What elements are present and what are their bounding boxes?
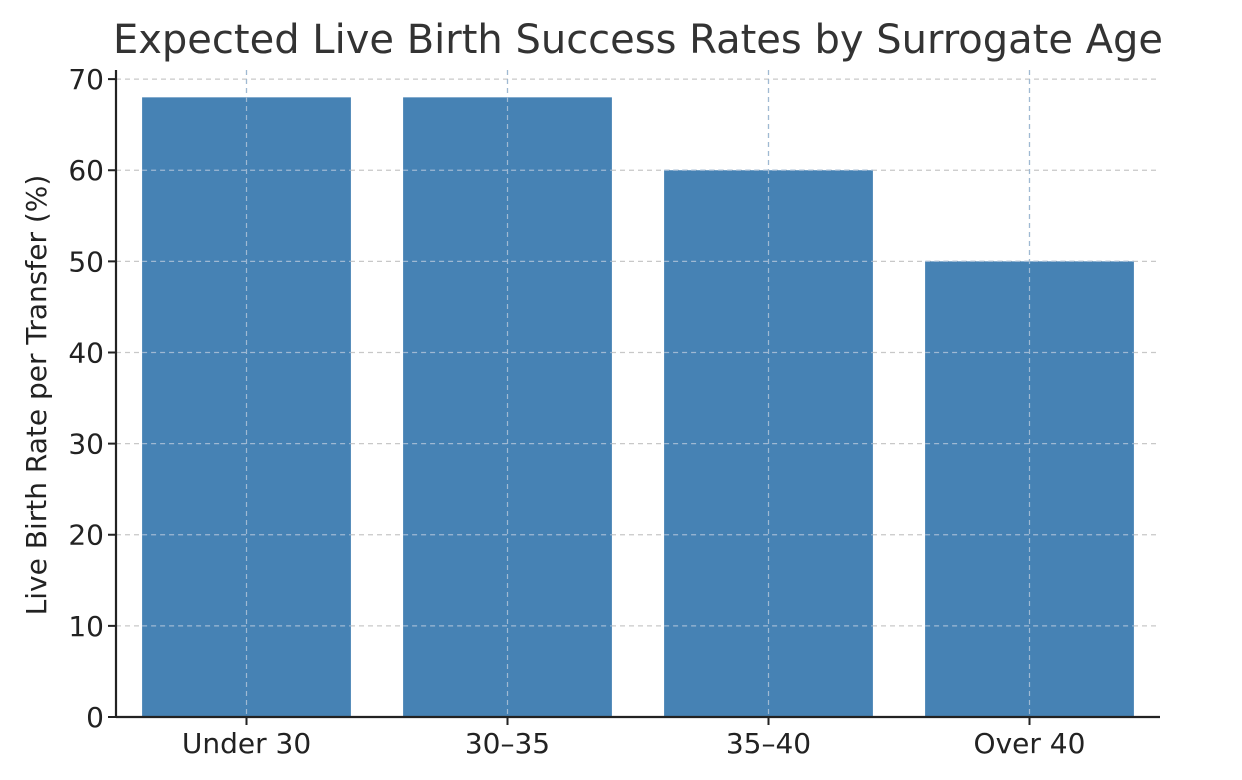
x-tick-label-2: 35–40 <box>726 727 811 760</box>
y-tick-label-40: 40 <box>68 336 104 369</box>
ticks-layer: 0 10 20 30 40 50 60 70 Under 30 30–35 35–40 Over 40 <box>68 63 1085 760</box>
y-tick-label-0: 0 <box>86 701 104 734</box>
y-tick-label-10: 10 <box>68 610 104 643</box>
chart-title: Expected Live Birth Success Rates by Sur… <box>113 17 1163 63</box>
x-tick-label-1: 30–35 <box>465 727 550 760</box>
bars-layer <box>142 70 1134 718</box>
x-tick-label-0: Under 30 <box>182 727 311 760</box>
y-axis-label: Live Birth Rate per Transfer (%) <box>20 175 53 616</box>
y-tick-label-70: 70 <box>68 63 104 96</box>
y-tick-label-60: 60 <box>68 154 104 187</box>
x-tick-label-3: Over 40 <box>974 727 1086 760</box>
y-tick-label-20: 20 <box>68 519 104 552</box>
y-tick-label-30: 30 <box>68 428 104 461</box>
y-tick-label-50: 50 <box>68 245 104 278</box>
axes-layer <box>114 70 1160 719</box>
